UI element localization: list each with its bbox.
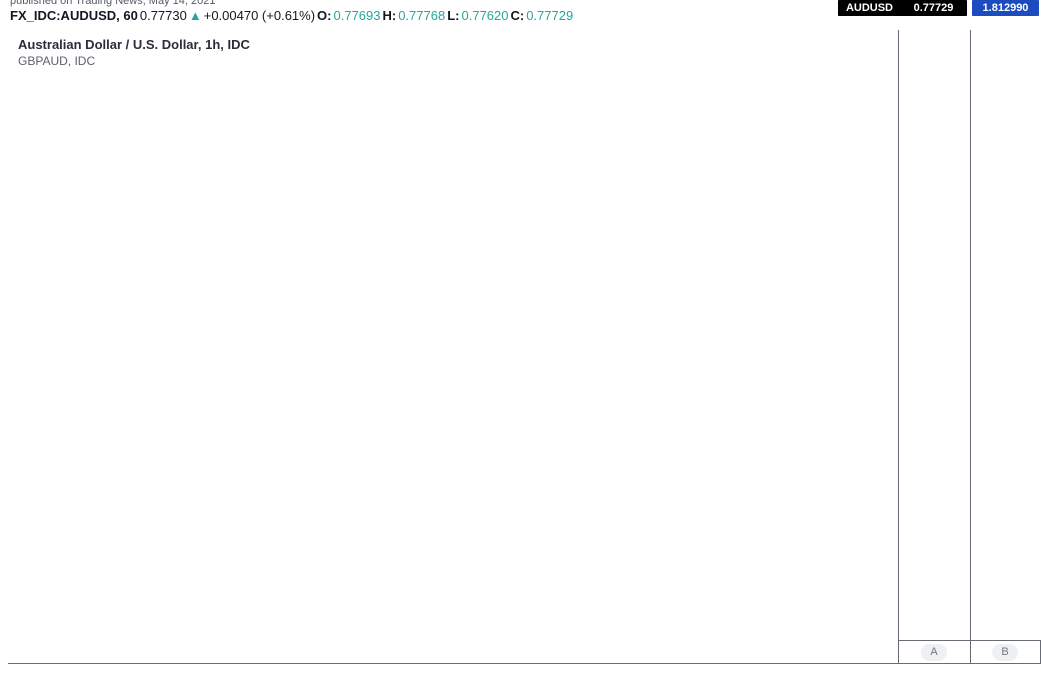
clipped-caption-text: published on Trading News, May 14, 2021 bbox=[10, 0, 216, 7]
chart-canvas[interactable] bbox=[8, 30, 898, 640]
ohlc-segment: 0.77620 bbox=[461, 8, 509, 23]
ohlc-segment: L: bbox=[447, 8, 460, 23]
ohlc-segment: C: bbox=[510, 8, 525, 23]
ohlc-segment: ▲ bbox=[188, 8, 202, 23]
ohlc-segment: H: bbox=[382, 8, 397, 23]
audusd-last-price-label: 0.77729 bbox=[900, 0, 967, 16]
scale-button-b[interactable]: B bbox=[992, 644, 1018, 661]
audusd-series-badge: AUDUSD bbox=[837, 0, 901, 16]
ohlc-segment: 0.77768 bbox=[398, 8, 446, 23]
symbol-ohlc-line[interactable]: FX_IDC:AUDUSD, 60 0.77730 ▲ +0.00470 (+0.61… bbox=[10, 8, 575, 23]
ohlc-segment: +0.00470 (+0.61%) bbox=[203, 8, 316, 23]
legend-compare-symbol[interactable]: GBPAUD, IDC bbox=[18, 54, 96, 68]
price-axis-audusd[interactable] bbox=[899, 30, 970, 640]
ohlc-segment: O: bbox=[317, 8, 332, 23]
gbpaud-last-price-label: 1.812990 bbox=[972, 0, 1039, 16]
ohlc-segment: FX_IDC:AUDUSD, 60 bbox=[10, 8, 138, 23]
scale-button-a[interactable]: A bbox=[921, 644, 947, 661]
axis-b-separator bbox=[970, 30, 971, 663]
axis-a-separator bbox=[898, 30, 899, 663]
frame-bottom-line bbox=[8, 663, 1041, 664]
ohlc-segment: 0.77730 bbox=[139, 8, 187, 23]
site-logo-icon bbox=[8, 672, 30, 680]
price-chart-svg[interactable] bbox=[8, 30, 898, 640]
ohlc-segment: 0.77729 bbox=[526, 8, 574, 23]
chart-legend[interactable]: Australian Dollar / U.S. Dollar, 1h, IDC… bbox=[18, 36, 250, 70]
legend-main-symbol[interactable]: Australian Dollar / U.S. Dollar, 1h, IDC bbox=[18, 37, 250, 52]
price-axis-gbpaud[interactable] bbox=[971, 30, 1041, 640]
ohlc-segment: 0.77693 bbox=[333, 8, 381, 23]
time-axis[interactable] bbox=[8, 640, 898, 663]
